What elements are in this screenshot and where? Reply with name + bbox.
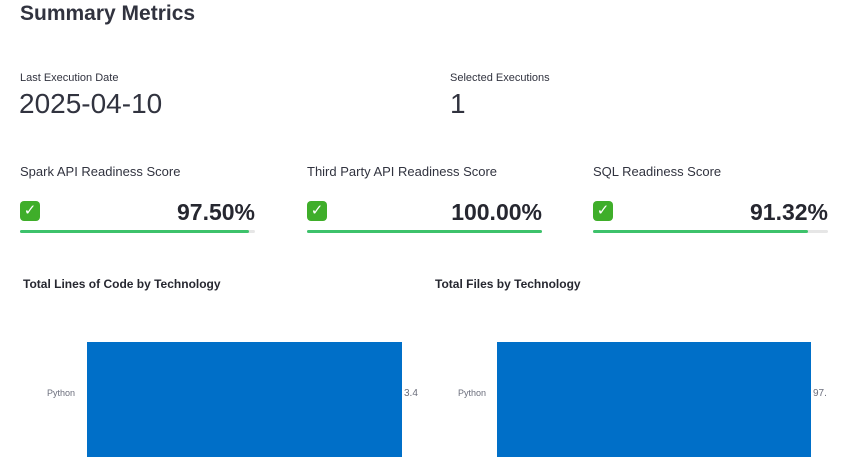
value-label: 3.4 — [404, 388, 418, 399]
metric-label-selected-executions: Selected Executions — [450, 72, 550, 84]
progress-fill — [307, 230, 542, 233]
progress-fill — [593, 230, 808, 233]
progress-bar — [593, 230, 828, 233]
check-mark-button-icon: ✓ — [20, 201, 40, 221]
score-value: 97.50% — [176, 199, 255, 225]
page-title: Summary Metrics — [20, 2, 196, 25]
check-mark-button-icon: ✓ — [593, 201, 613, 221]
chart-title-files: Total Files by Technology — [435, 277, 581, 291]
category-label: Python — [458, 388, 487, 398]
progress-bar — [307, 230, 542, 233]
metric-label-last-execution-date: Last Execution Date — [20, 72, 119, 84]
score-label-spark: Spark API Readiness Score — [20, 164, 181, 179]
score-label-third-party: Third Party API Readiness Score — [307, 164, 498, 179]
category-label: Python — [47, 388, 76, 398]
score-value: 91.32% — [749, 199, 828, 225]
chart-title-lines-of-code: Total Lines of Code by Technology — [23, 277, 221, 291]
score-value: 100.00% — [451, 199, 542, 225]
progress-bar — [20, 230, 255, 233]
score-label-sql: SQL Readiness Score — [593, 164, 722, 179]
bar-python[interactable] — [87, 342, 402, 457]
value-label: 97. — [813, 388, 827, 399]
check-mark-button-icon: ✓ — [307, 201, 327, 221]
bar-python[interactable] — [497, 342, 811, 457]
progress-fill — [20, 230, 250, 233]
metric-value-last-execution-date: 2025-04-10 — [19, 88, 163, 119]
metric-value-selected-executions: 1 — [450, 88, 466, 119]
